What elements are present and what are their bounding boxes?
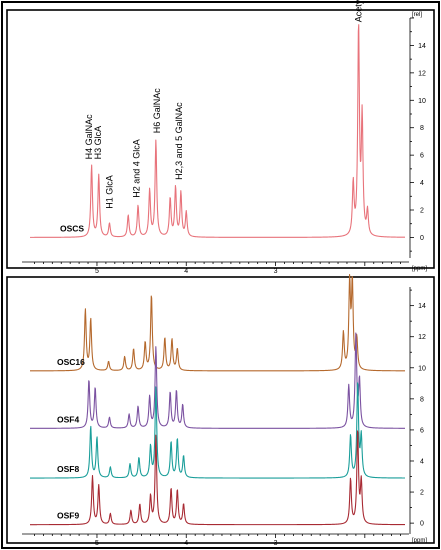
bottom-series-labels: OSC16 OSF4 OSF8 OSF9 <box>57 357 85 521</box>
bottom-panel-frame <box>6 276 435 544</box>
y-tick-label: 14 <box>418 303 426 310</box>
y-tick-label: 10 <box>418 365 426 372</box>
x-tick-label: 5 <box>95 540 99 547</box>
series-label-osf9: OSF9 <box>57 511 79 521</box>
y-tick-label: 8 <box>420 125 424 132</box>
y-tick-label: 14 <box>418 43 426 50</box>
top-series-labels: OSCS <box>60 223 84 233</box>
y-tick-label: 6 <box>420 427 424 434</box>
x-tick-label: 3 <box>274 540 278 547</box>
spectrum-trace-osc16 <box>29 273 406 372</box>
top-series-group <box>29 24 406 238</box>
y-tick-label: 0 <box>420 521 424 528</box>
peak-annotation: H1 GlcA <box>105 175 115 209</box>
series-label-osc16: OSC16 <box>57 357 85 367</box>
peak-annotation: H6 GalNAc <box>152 88 162 134</box>
series-label-oscs: OSCS <box>60 223 84 233</box>
y-tick-label: 12 <box>418 334 426 341</box>
top-axes: 5 4 3 [ppm] 0 2 4 6 8 10 12 14 [rel] <box>22 12 427 275</box>
series-label-osf8: OSF8 <box>57 464 79 474</box>
peak-annotation: H2,3 and 5 GalNAc <box>174 102 184 180</box>
spectrum-trace-osf4 <box>29 332 406 429</box>
top-panel-frame <box>6 9 435 269</box>
y-axis-unit: [rel] <box>412 12 422 18</box>
y-tick-label: 4 <box>420 458 424 465</box>
peak-annotation: H3 GlcA <box>93 126 103 160</box>
y-tick-label: 8 <box>420 396 424 403</box>
spectrum-trace-osf9 <box>29 430 406 526</box>
bottom-series-group <box>29 273 406 526</box>
peak-annotation: H4 GalNAc <box>84 114 94 160</box>
peak-annotation: H2 and 4 GlcA <box>131 139 141 198</box>
x-tick-label: 4 <box>184 268 188 275</box>
x-tick-label: 4 <box>184 540 188 547</box>
y-tick-label: 6 <box>420 153 424 160</box>
y-tick-label: 2 <box>420 490 424 497</box>
y-tick-label: 10 <box>418 98 426 105</box>
bottom-axes: 5 4 3 [ppm] 0 2 4 6 8 10 12 14 <box>22 287 427 547</box>
top-spectrum-panel: OSCS H4 GalNAc H3 GlcA H1 GlcA H2 and 4 Glc… <box>6 0 435 275</box>
x-axis-unit: [ppm] <box>412 538 427 544</box>
bottom-spectrum-panel: OSC16 OSF4 OSF8 OSF9 5 4 3 [ppm] 0 2 4 6 8 10 12 14 <box>6 273 435 547</box>
series-label-osf4: OSF4 <box>57 414 79 424</box>
spectrum-trace-osf8 <box>29 382 406 479</box>
y-tick-label: 4 <box>420 180 424 187</box>
spectrum-trace-oscs <box>29 24 406 238</box>
x-tick-label: 3 <box>274 268 278 275</box>
x-axis-unit: [ppm] <box>412 266 427 272</box>
y-tick-label: 0 <box>420 235 424 242</box>
y-tick-label: 12 <box>418 70 426 77</box>
x-tick-label: 5 <box>95 268 99 275</box>
top-peak-annotations: H4 GalNAc H3 GlcA H1 GlcA H2 and 4 GlcA H6 G… <box>84 0 364 209</box>
y-tick-label: 2 <box>420 208 424 215</box>
peak-annotation: Acetyl <box>354 0 364 22</box>
